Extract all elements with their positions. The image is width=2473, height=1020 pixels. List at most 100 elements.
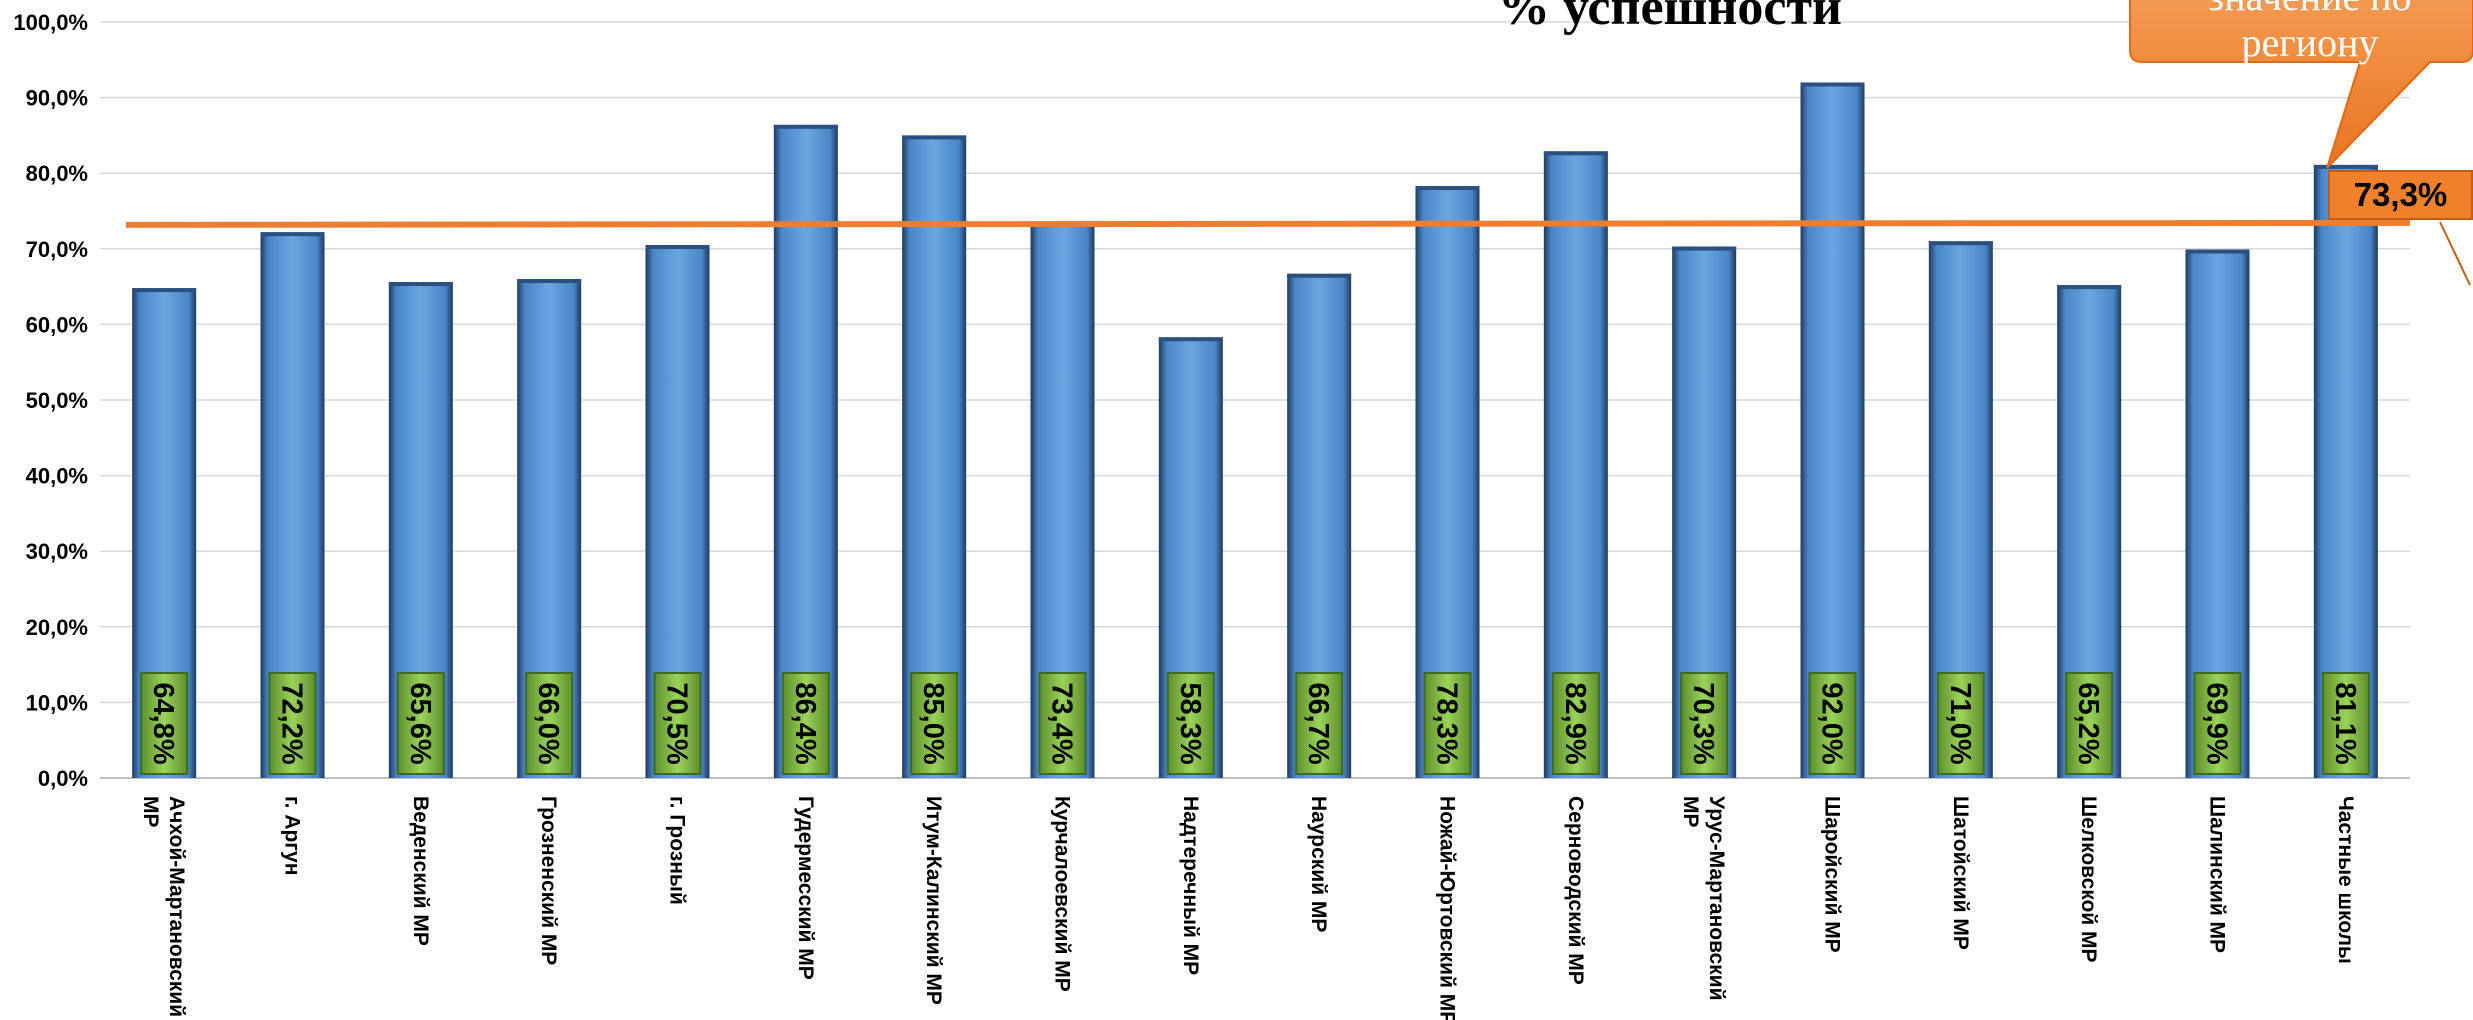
value-label: 85,0%	[917, 682, 949, 764]
category-label: г. Грозный	[666, 796, 689, 905]
bar-top	[1928, 241, 1993, 246]
y-tick-label: 0,0%	[38, 766, 88, 791]
bar-group: 86,4%	[773, 124, 838, 779]
value-label: 78,3%	[1431, 682, 1463, 764]
bar-group: 66,7%	[1287, 273, 1352, 778]
y-tick-label: 30,0%	[26, 539, 88, 564]
value-label: 81,1%	[2329, 682, 2361, 764]
category-label: г. Аргун	[281, 796, 304, 875]
category-label: Серноводский МР	[1564, 796, 1587, 985]
gridlines	[100, 21, 2410, 779]
value-label: 64,8%	[147, 682, 179, 764]
value-label-box	[525, 672, 574, 775]
value-label-box	[1038, 672, 1087, 775]
category-label: Наурский МР	[1307, 796, 1330, 932]
bar-top	[2185, 249, 2250, 254]
category-label: Надтеречный МР	[1179, 796, 1202, 975]
bar-top	[132, 288, 197, 293]
bar-group: 66,0%	[517, 279, 582, 778]
chart-title: % успешности	[1498, 0, 1842, 36]
bar-top	[645, 245, 710, 250]
bar-top	[1543, 151, 1608, 156]
y-tick-label: 50,0%	[26, 388, 88, 413]
value-label: 65,6%	[404, 682, 436, 764]
category-label: МР	[139, 796, 162, 828]
category-label: Шатойский МР	[1949, 796, 1972, 950]
category-label: Шалинский МР	[2206, 796, 2229, 953]
bar-group: 58,3%	[1158, 337, 1223, 778]
category-label: Итум-Калинский МР	[922, 796, 945, 1005]
value-label-box	[1808, 672, 1857, 775]
average-line	[125, 219, 2411, 228]
bar-top	[388, 282, 453, 287]
value-label: 70,5%	[661, 682, 693, 764]
category-label: Ножай-Юртовский МР	[1436, 796, 1459, 1020]
value-label: 92,0%	[1816, 682, 1848, 764]
average-value-label: 73,3%	[2328, 170, 2473, 220]
value-label-box	[910, 672, 959, 775]
value-label: 58,3%	[1174, 682, 1206, 764]
value-label: 65,2%	[2072, 682, 2104, 764]
bar-top	[1287, 273, 1352, 278]
category-label: Гудермесский МР	[794, 796, 817, 980]
leader-line	[2439, 221, 2471, 286]
bar-top	[2313, 164, 2378, 169]
bar-top	[260, 232, 325, 237]
value-label-box	[653, 672, 702, 775]
category-label: Грозненский МР	[537, 796, 560, 965]
value-label-box	[1295, 672, 1344, 775]
bar-group: 65,2%	[2057, 285, 2122, 778]
bar-group: 64,8%	[132, 288, 197, 778]
bars: 64,8% 72,2% 65,6% 66,0% 70,5% 86,4% 85,0% 73,4%…	[132, 82, 2378, 779]
y-tick-label: 60,0%	[26, 312, 88, 337]
bar-group: 92,0%	[1800, 82, 1865, 779]
value-label-box	[1423, 672, 1472, 775]
value-label: 72,2%	[276, 682, 308, 764]
category-label: Веденский МР	[409, 796, 432, 946]
value-label: 86,4%	[789, 682, 821, 764]
bar-group: 78,3%	[1415, 186, 1480, 778]
bar-group: 72,2%	[260, 232, 325, 779]
value-label-box	[1936, 672, 1985, 775]
bar-top	[517, 279, 582, 284]
value-label-box	[1551, 672, 1600, 775]
value-label-box	[140, 672, 189, 775]
bar-group: 85,0%	[902, 135, 967, 778]
value-label-box	[1166, 672, 1215, 775]
bar-top	[1415, 186, 1480, 191]
bar-group: 70,3%	[1672, 246, 1737, 779]
category-label: Частные школы	[2334, 796, 2357, 964]
bar-group: 82,9%	[1543, 151, 1608, 778]
bar-top	[902, 135, 967, 140]
value-label-box	[396, 672, 445, 775]
category-label: Урус-Мартановский	[1705, 796, 1728, 1001]
bar-top	[1800, 82, 1865, 87]
bar-group: 81,1%	[2313, 164, 2378, 778]
bar	[773, 124, 838, 779]
y-tick-label: 70,0%	[26, 237, 88, 262]
bar-group: 70,5%	[645, 245, 710, 778]
y-tick-label: 40,0%	[26, 464, 88, 489]
y-axis: 0,0% 10,0% 20,0% 30,0% 40,0% 50,0% 60,0% 70,0% 8…	[13, 10, 88, 791]
bar-group: 65,6%	[388, 282, 453, 778]
value-label: 69,9%	[2201, 682, 2233, 764]
bar-top	[1158, 337, 1223, 342]
category-label: Курчалоевский МР	[1051, 796, 1074, 992]
value-label-box	[2193, 672, 2242, 775]
bar-top	[1672, 246, 1737, 251]
value-label: 71,0%	[1944, 682, 1976, 764]
bar-top	[773, 124, 838, 129]
y-tick-label: 10,0%	[26, 690, 88, 715]
y-tick-label: 90,0%	[26, 86, 88, 111]
category-label: Ачхой-Мартановский	[165, 796, 188, 1017]
bar-group: 73,4%	[1030, 223, 1095, 778]
value-label-box	[2321, 672, 2370, 775]
bar	[1800, 82, 1865, 779]
category-label: Шаройский МР	[1821, 796, 1844, 953]
value-label: 66,7%	[1302, 682, 1334, 764]
value-label: 70,3%	[1687, 682, 1719, 764]
category-label: МР	[1679, 796, 1702, 828]
value-label-box	[2065, 672, 2114, 775]
